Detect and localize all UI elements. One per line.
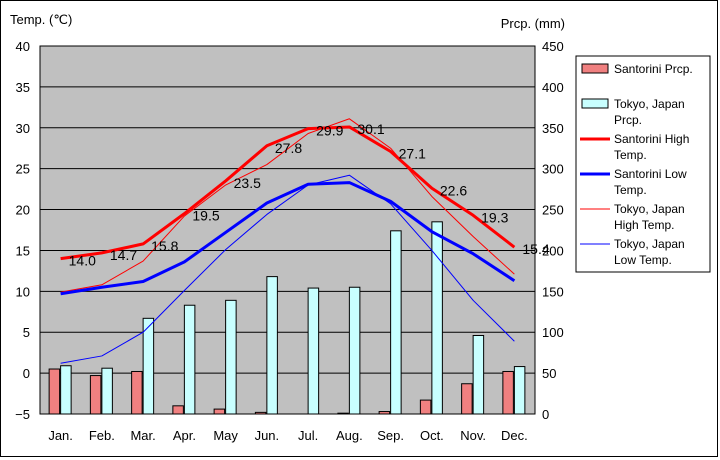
bar-t_prcp — [60, 365, 72, 415]
legend-swatch-s_prcp — [581, 63, 609, 74]
data-label: 30.1 — [357, 121, 384, 137]
right-tick-label: 150 — [542, 284, 564, 299]
left-tick-label: 5 — [23, 325, 30, 340]
right-tick-label: 350 — [542, 121, 564, 136]
line-t_low — [60, 174, 515, 364]
line-s_high — [60, 125, 516, 261]
bar-t_prcp — [390, 230, 402, 415]
bar-s_prcp — [254, 411, 267, 415]
legend-label-t_low: Low Temp. — [614, 253, 672, 267]
bar-t_prcp — [472, 334, 485, 415]
legend-swatch-t_prcp — [581, 98, 609, 109]
line-t_high — [60, 118, 515, 293]
legend-label-t_high: High Temp. — [614, 218, 674, 232]
legend-label-t_prcp: Prcp. — [614, 113, 642, 127]
bar-t_prcp — [431, 221, 443, 415]
left-tick-label: 35 — [16, 80, 30, 95]
x-tick-label: Apr. — [173, 428, 196, 443]
bar-s_prcp — [89, 375, 102, 415]
bar-t_prcp — [225, 299, 237, 415]
data-label: 23.5 — [234, 175, 261, 191]
right-axis-title: Prcp. (mm) — [501, 16, 565, 31]
x-tick-label: Aug. — [336, 428, 363, 443]
bar-t_prcp — [266, 276, 278, 415]
legend-label-s_high: Temp. — [614, 148, 647, 162]
right-tick-label: 250 — [542, 203, 564, 218]
bar-t_prcp — [513, 366, 526, 415]
x-tick-label: Feb. — [89, 428, 115, 443]
bar-s_prcp — [213, 408, 226, 415]
left-tick-label: 30 — [16, 121, 30, 136]
left-tick-label: −5 — [15, 407, 30, 422]
right-tick-label: 200 — [542, 243, 564, 258]
bar-s_prcp — [337, 412, 349, 415]
right-tick-label: 400 — [542, 80, 564, 95]
data-label: 14.0 — [69, 253, 96, 269]
left-tick-label: 20 — [16, 203, 30, 218]
legend-label-s_low: Temp. — [614, 183, 647, 197]
data-label: 29.9 — [316, 123, 343, 139]
x-tick-label: Jun. — [255, 428, 280, 443]
x-tick-label: Oct. — [420, 428, 444, 443]
right-tick-label: 450 — [542, 39, 564, 54]
data-label: 15.4 — [522, 241, 549, 257]
bar-t_prcp — [348, 286, 361, 415]
x-tick-label: Jan. — [48, 428, 73, 443]
legend-label-t_prcp: Tokyo, Japan — [614, 97, 685, 111]
x-tick-label: Jul. — [298, 428, 318, 443]
plot-area — [39, 45, 536, 415]
bar-s_prcp — [502, 370, 514, 415]
data-label: 19.3 — [481, 209, 508, 225]
right-tick-label: 0 — [542, 407, 549, 422]
bar-s_prcp — [419, 399, 432, 415]
data-label: 22.6 — [440, 182, 467, 198]
bar-t_prcp — [307, 287, 320, 415]
x-tick-label: Sep. — [377, 428, 404, 443]
left-tick-label: 10 — [16, 284, 30, 299]
bar-s_prcp — [461, 383, 473, 415]
left-tick-label: 25 — [16, 162, 30, 177]
bar-t_prcp — [101, 367, 113, 415]
bar-t_prcp — [142, 317, 155, 415]
bar-s_prcp — [172, 405, 184, 415]
bar-s_prcp — [48, 368, 61, 415]
left-tick-label: 15 — [16, 243, 30, 258]
legend-label-s_low: Santorini Low — [614, 167, 687, 181]
bar-s_prcp — [131, 370, 143, 415]
legend-label-t_low: Tokyo, Japan — [614, 237, 685, 251]
right-tick-label: 50 — [542, 366, 556, 381]
left-tick-label: 0 — [23, 366, 30, 381]
right-tick-label: 100 — [542, 325, 564, 340]
left-tick-label: 40 — [16, 39, 30, 54]
left-axis-title: Temp. (℃) — [10, 12, 72, 27]
data-label: 15.8 — [151, 238, 178, 254]
x-tick-label: Nov. — [460, 428, 486, 443]
bar-s_prcp — [378, 411, 391, 415]
data-label: 14.7 — [110, 247, 137, 263]
right-tick-label: 300 — [542, 162, 564, 177]
legend-label-s_high: Santorini High — [614, 132, 689, 146]
legend-label-s_prcp: Santorini Prcp. — [614, 62, 693, 76]
data-label: 19.5 — [192, 208, 219, 224]
x-tick-label: Dec. — [501, 428, 528, 443]
bar-t_prcp — [183, 304, 196, 415]
x-tick-label: May — [213, 428, 238, 443]
legend-box — [575, 55, 711, 273]
line-s_low — [60, 181, 516, 296]
x-tick-label: Mar. — [130, 428, 155, 443]
data-label: 27.1 — [399, 145, 426, 161]
data-label: 27.8 — [275, 140, 302, 156]
legend-label-t_high: Tokyo, Japan — [614, 202, 685, 216]
